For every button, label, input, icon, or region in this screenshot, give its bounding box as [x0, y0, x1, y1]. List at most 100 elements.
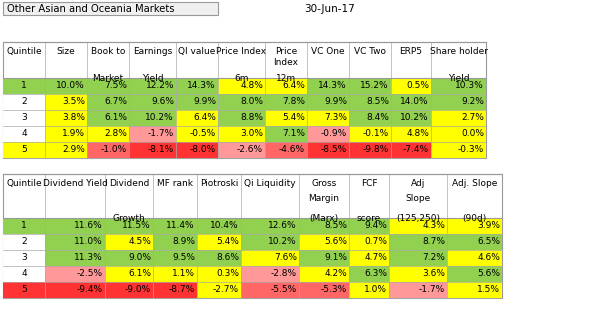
Text: FCF: FCF: [361, 179, 377, 188]
Text: -7.4%: -7.4%: [403, 146, 429, 154]
Bar: [349, 110, 391, 126]
Text: 14.3%: 14.3%: [319, 81, 347, 91]
Bar: [176, 142, 218, 158]
Bar: [389, 218, 447, 234]
Bar: [349, 218, 389, 234]
Bar: [45, 234, 105, 250]
Text: -9.4%: -9.4%: [77, 285, 103, 295]
Text: -8.7%: -8.7%: [169, 285, 195, 295]
Bar: [176, 94, 218, 110]
Bar: [431, 94, 486, 110]
Bar: [197, 218, 241, 234]
Text: 3: 3: [21, 253, 27, 263]
Text: 6.4%: 6.4%: [193, 113, 216, 123]
Text: 5.4%: 5.4%: [282, 113, 305, 123]
Bar: [176, 78, 218, 94]
Bar: [3, 174, 502, 298]
Bar: [218, 94, 265, 110]
Text: 2.7%: 2.7%: [461, 113, 484, 123]
Bar: [349, 234, 389, 250]
Text: 10.3%: 10.3%: [455, 81, 484, 91]
Text: 11.5%: 11.5%: [122, 221, 151, 231]
Bar: [391, 126, 431, 142]
Bar: [45, 78, 87, 94]
Bar: [3, 218, 45, 234]
Text: 3.5%: 3.5%: [62, 97, 85, 107]
Bar: [349, 250, 389, 266]
Bar: [197, 234, 241, 250]
Bar: [3, 2, 218, 15]
Text: Adj. Slope: Adj. Slope: [452, 179, 497, 188]
Bar: [447, 266, 502, 282]
Bar: [349, 94, 391, 110]
Text: 7.3%: 7.3%: [324, 113, 347, 123]
Text: 5: 5: [21, 285, 27, 295]
Bar: [447, 250, 502, 266]
Text: 10.4%: 10.4%: [211, 221, 239, 231]
Bar: [431, 142, 486, 158]
Text: 1.5%: 1.5%: [477, 285, 500, 295]
Text: 1.1%: 1.1%: [172, 269, 195, 279]
Text: 8.6%: 8.6%: [216, 253, 239, 263]
Text: 4: 4: [21, 269, 27, 279]
Bar: [299, 218, 349, 234]
Text: 12m: 12m: [276, 74, 296, 83]
Text: VC Two: VC Two: [354, 47, 386, 56]
Bar: [45, 282, 105, 298]
Bar: [391, 142, 431, 158]
Text: Price Index: Price Index: [217, 47, 266, 56]
Text: QI value: QI value: [178, 47, 215, 56]
Text: Price: Price: [275, 47, 297, 56]
Bar: [153, 234, 197, 250]
Bar: [299, 282, 349, 298]
Bar: [87, 142, 129, 158]
Bar: [176, 110, 218, 126]
Text: 7.2%: 7.2%: [422, 253, 445, 263]
Text: 11.6%: 11.6%: [74, 221, 103, 231]
Text: 10.0%: 10.0%: [56, 81, 85, 91]
Bar: [447, 218, 502, 234]
Bar: [153, 218, 197, 234]
Bar: [299, 234, 349, 250]
Text: 30-Jun-17: 30-Jun-17: [305, 4, 355, 13]
Bar: [45, 94, 87, 110]
Text: 11.0%: 11.0%: [74, 237, 103, 247]
Text: -1.0%: -1.0%: [101, 146, 127, 154]
Bar: [87, 78, 129, 94]
Text: -5.3%: -5.3%: [321, 285, 347, 295]
Text: -2.6%: -2.6%: [237, 146, 263, 154]
Text: -1.7%: -1.7%: [419, 285, 445, 295]
Text: 4.2%: 4.2%: [324, 269, 347, 279]
Text: 3.9%: 3.9%: [477, 221, 500, 231]
Bar: [105, 282, 153, 298]
Text: 9.9%: 9.9%: [324, 97, 347, 107]
Text: Adj: Adj: [411, 179, 425, 188]
Bar: [349, 142, 391, 158]
Text: 3.8%: 3.8%: [62, 113, 85, 123]
Text: 7.6%: 7.6%: [274, 253, 297, 263]
Text: 5: 5: [21, 146, 27, 154]
Bar: [197, 282, 241, 298]
Text: Gross: Gross: [311, 179, 337, 188]
Text: 4: 4: [21, 129, 27, 139]
Text: 2: 2: [21, 237, 27, 247]
Text: 1.9%: 1.9%: [62, 129, 85, 139]
Text: 9.6%: 9.6%: [151, 97, 174, 107]
Bar: [241, 218, 299, 234]
Text: score: score: [357, 214, 381, 223]
Text: (90d): (90d): [463, 214, 487, 223]
Bar: [265, 94, 307, 110]
Bar: [218, 126, 265, 142]
Text: 9.0%: 9.0%: [128, 253, 151, 263]
Text: Size: Size: [56, 47, 76, 56]
Bar: [389, 266, 447, 282]
Text: -5.5%: -5.5%: [271, 285, 297, 295]
Bar: [265, 126, 307, 142]
Text: (Marx): (Marx): [310, 214, 338, 223]
Text: 2.9%: 2.9%: [62, 146, 85, 154]
Text: 0.7%: 0.7%: [364, 237, 387, 247]
Text: -0.5%: -0.5%: [190, 129, 216, 139]
Bar: [241, 250, 299, 266]
Text: 8.0%: 8.0%: [240, 97, 263, 107]
Text: -0.1%: -0.1%: [363, 129, 389, 139]
